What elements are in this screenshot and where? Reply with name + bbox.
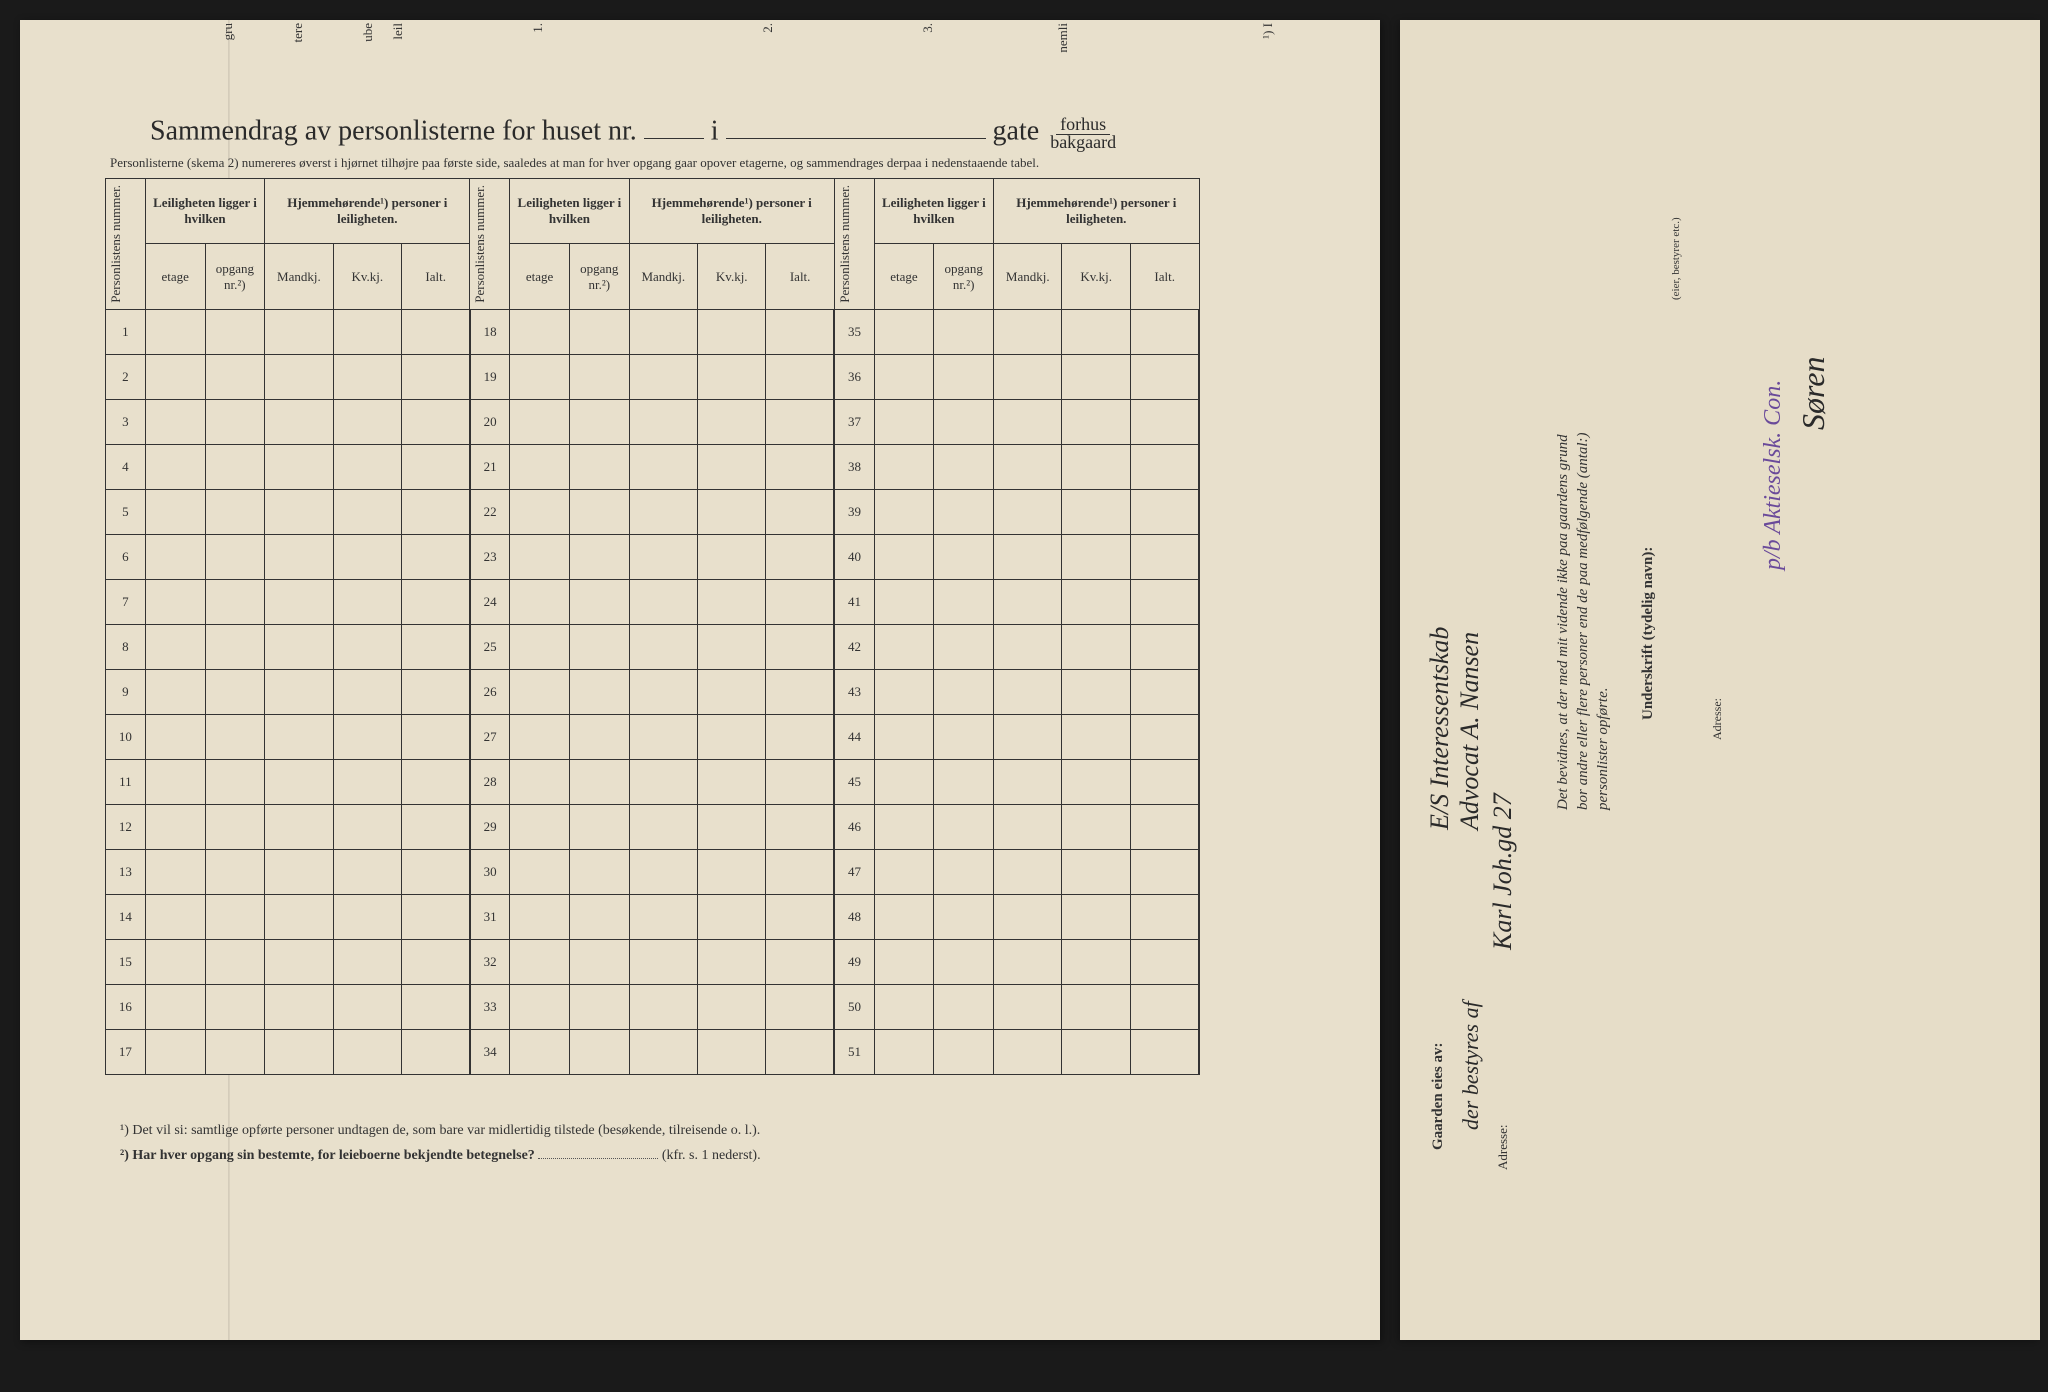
adresse-value: Karl Joh.gd 27 <box>1488 580 1518 950</box>
bevidnes-2: bor andre eller flere personer end de pa… <box>1575 110 1592 810</box>
title-prefix: Sammendrag av personlisterne for huset n… <box>150 115 637 146</box>
bevidnes-1: Det bevidnes, at der med mit vidende ikk… <box>1555 110 1572 810</box>
row-number: 24 <box>470 579 510 624</box>
row-number: 8 <box>106 624 146 669</box>
row-number: 32 <box>470 939 510 984</box>
row-number: 34 <box>470 1029 510 1074</box>
row-number: 43 <box>834 669 874 714</box>
fragment: ¹) I <box>1260 23 1276 39</box>
fragment: 2. <box>760 23 776 33</box>
fragment: gru <box>220 23 236 40</box>
signature-2: Søren <box>1795 130 1832 430</box>
row-number: 38 <box>834 444 874 489</box>
row-number: 35 <box>834 309 874 354</box>
document-page: gru tere ube leil 1. 2. 3. nemli ¹) I Sa… <box>20 20 1380 1340</box>
owner-line-1: E/S Interessentskab <box>1425 460 1455 830</box>
row-number: 9 <box>106 669 146 714</box>
fragment: nemli <box>1055 23 1071 53</box>
fragment: 1. <box>530 23 546 33</box>
owner-line-2: der bestyres af <box>1458 850 1484 1130</box>
row-number: 14 <box>106 894 146 939</box>
row-number: 7 <box>106 579 146 624</box>
row-number: 15 <box>106 939 146 984</box>
right-panel: Gaarden eies av: E/S Interessentskab der… <box>1400 20 2040 1340</box>
title-suffix: gate <box>993 115 1040 146</box>
row-number: 29 <box>470 804 510 849</box>
adresse-label-2: Adresse: <box>1710 640 1725 740</box>
row-number: 25 <box>470 624 510 669</box>
row-number: 5 <box>106 489 146 534</box>
fragment: 3. <box>920 23 936 33</box>
fragment: ube <box>360 23 376 42</box>
row-number: 18 <box>470 309 510 354</box>
row-number: 42 <box>834 624 874 669</box>
row-number: 12 <box>106 804 146 849</box>
row-number: 4 <box>106 444 146 489</box>
form-subtitle: Personlisterne (skema 2) numereres øvers… <box>110 155 1200 171</box>
row-number: 48 <box>834 894 874 939</box>
row-number: 13 <box>106 849 146 894</box>
row-number: 47 <box>834 849 874 894</box>
adresse-label-1: Adresse: <box>1495 1060 1511 1170</box>
row-number: 41 <box>834 579 874 624</box>
row-number: 49 <box>834 939 874 984</box>
footnotes: ¹) Det vil si: samtlige opførte personer… <box>120 1118 1200 1168</box>
row-number: 1 <box>106 309 146 354</box>
row-number: 21 <box>470 444 510 489</box>
underskrift-label: Underskrift (tydelig navn): <box>1640 440 1657 720</box>
row-number: 40 <box>834 534 874 579</box>
summary-table: Personlistens nummer.Leiligheten ligger … <box>105 178 1200 1118</box>
form-title: Sammendrag av personlisterne for huset n… <box>150 115 1200 151</box>
owner-line-3: Advocat A. Nansen <box>1455 460 1485 830</box>
row-number: 6 <box>106 534 146 579</box>
footnote-1: ¹) Det vil si: samtlige opførte personer… <box>120 1118 1200 1143</box>
footnote-2: ²) Har hver opgang sin bestemte, for lei… <box>120 1143 1200 1168</box>
bevidnes-3: personlister opførte. <box>1595 580 1612 810</box>
gaarden-label: Gaarden eies av: <box>1430 850 1447 1150</box>
row-number: 50 <box>834 984 874 1029</box>
row-number: 31 <box>470 894 510 939</box>
row-number: 39 <box>834 489 874 534</box>
eier-label: (eier, bestyrer etc.) <box>1670 150 1682 300</box>
row-number: 45 <box>834 759 874 804</box>
row-number: 19 <box>470 354 510 399</box>
row-number: 51 <box>834 1029 874 1074</box>
fragment: tere <box>290 23 306 42</box>
row-number: 27 <box>470 714 510 759</box>
row-number: 16 <box>106 984 146 1029</box>
row-number: 33 <box>470 984 510 1029</box>
row-number: 46 <box>834 804 874 849</box>
row-number: 22 <box>470 489 510 534</box>
row-number: 26 <box>470 669 510 714</box>
signature-1: p/b Aktieselsk. Con. <box>1760 250 1787 570</box>
row-number: 3 <box>106 399 146 444</box>
row-number: 36 <box>834 354 874 399</box>
row-number: 30 <box>470 849 510 894</box>
row-number: 11 <box>106 759 146 804</box>
title-mid: i <box>711 115 719 146</box>
row-number: 2 <box>106 354 146 399</box>
row-number: 20 <box>470 399 510 444</box>
fragment: leil <box>390 23 406 40</box>
row-number: 37 <box>834 399 874 444</box>
row-number: 23 <box>470 534 510 579</box>
row-number: 10 <box>106 714 146 759</box>
row-number: 17 <box>106 1029 146 1074</box>
row-number: 28 <box>470 759 510 804</box>
forhus-bakgaard-fraction: forhus bakgaard <box>1046 115 1120 151</box>
row-number: 44 <box>834 714 874 759</box>
